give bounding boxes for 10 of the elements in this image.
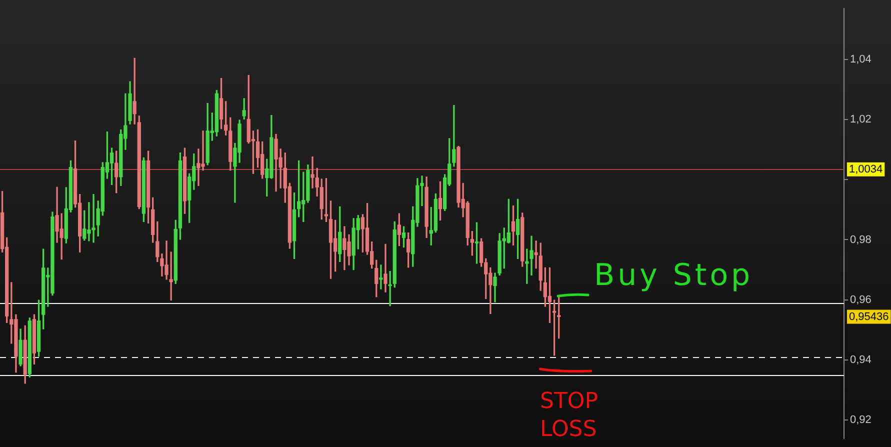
annotation: 0,95436: [849, 310, 889, 323]
annotation: STOP LOSS: [540, 388, 599, 444]
y-tick-label: 0,98: [850, 234, 872, 246]
annotation: Buy Stop: [594, 258, 754, 293]
y-tick-label: 0,92: [850, 414, 872, 426]
y-tick-label: 1,04: [850, 53, 872, 66]
y-tick-label: 1,02: [850, 114, 872, 126]
y-tick-label: 0,94: [850, 354, 872, 366]
ref-line-label: 1,0034: [849, 163, 883, 176]
y-tick-label: 0,96: [850, 294, 872, 306]
